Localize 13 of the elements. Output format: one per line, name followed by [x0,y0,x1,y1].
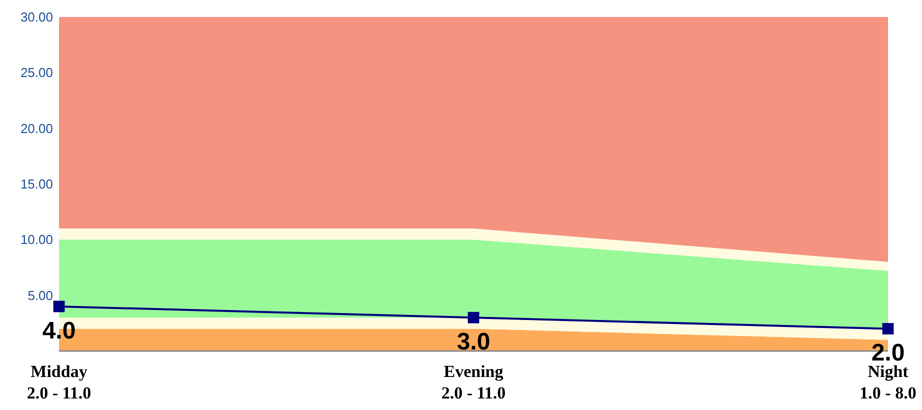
x-tick-label: Night 1.0 - 8.0 [860,362,916,402]
point [53,300,65,312]
x-tick-label: Evening 2.0 - 11.0 [441,362,506,402]
y-tick-label: 30.00 [20,10,53,25]
data-label: 4.0 [42,317,76,344]
point [468,312,480,324]
y-tick-label: 20.00 [20,120,53,136]
point [882,323,894,334]
y-tick-label: 15.00 [20,176,53,192]
y-tick-label: 5.00 [28,288,53,303]
y-tick-label: 25.00 [20,65,53,80]
y-tick-label: 10.00 [20,232,53,248]
x-tick-label: Midday 2.0 - 11.0 [26,362,92,402]
